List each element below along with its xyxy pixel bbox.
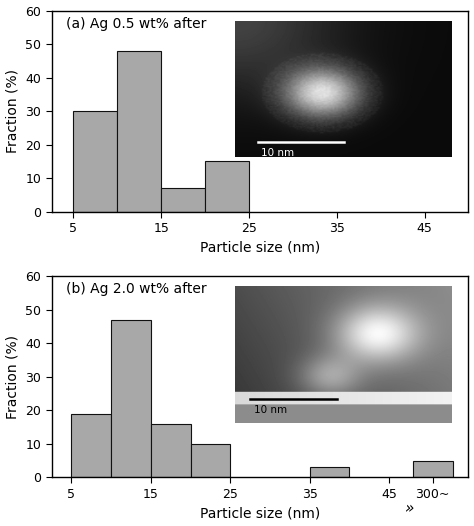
- Text: (b) Ag 2.0 wt% after: (b) Ag 2.0 wt% after: [66, 282, 207, 296]
- Text: (a) Ag 0.5 wt% after: (a) Ag 0.5 wt% after: [66, 17, 207, 31]
- Bar: [151, 424, 191, 478]
- Bar: [310, 468, 349, 478]
- Text: »: »: [404, 502, 414, 517]
- X-axis label: Particle size (nm): Particle size (nm): [200, 241, 320, 255]
- Bar: [413, 461, 453, 478]
- X-axis label: Particle size (nm): Particle size (nm): [200, 507, 320, 520]
- Y-axis label: Fraction (%): Fraction (%): [6, 335, 19, 419]
- Y-axis label: Fraction (%): Fraction (%): [6, 69, 19, 153]
- Bar: [72, 414, 111, 478]
- Bar: [191, 444, 230, 478]
- Bar: [205, 161, 249, 211]
- Bar: [111, 320, 151, 478]
- Bar: [118, 51, 161, 211]
- Bar: [73, 111, 118, 211]
- Bar: [161, 188, 205, 211]
